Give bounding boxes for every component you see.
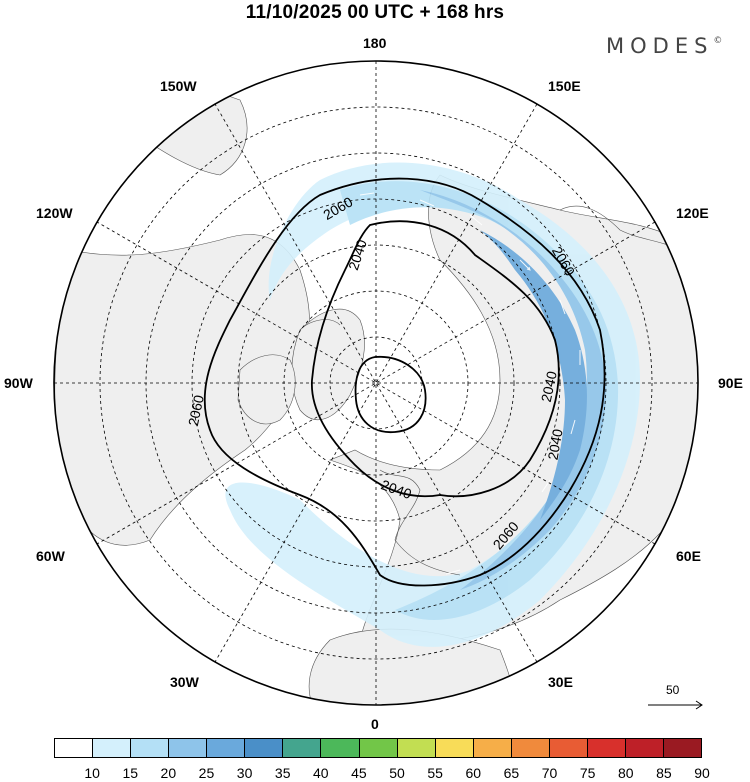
height-contours	[203, 177, 606, 587]
wind-arrow	[469, 214, 483, 226]
lon-label-90e: 90E	[718, 375, 743, 391]
colorbar-tick-label: 60	[465, 765, 482, 781]
wind-arrow	[419, 199, 435, 207]
brand-logo: MODES©	[606, 34, 722, 58]
colorbar-swatch	[549, 738, 588, 758]
colorbar-tick-label: 85	[656, 765, 672, 781]
contour-label: 2060	[185, 393, 207, 427]
lon-label-120w: 120W	[36, 205, 73, 221]
colorbar-tick-label: 15	[122, 765, 139, 781]
latitude-circle-30n	[99, 106, 653, 660]
lon-label-30w: 30W	[170, 674, 199, 690]
copyright-mark: ©	[713, 36, 723, 46]
colorbar-swatch	[283, 738, 322, 758]
shade-30	[480, 230, 587, 520]
wind-speed-shading	[225, 162, 640, 647]
colorbar-tick-label: 40	[313, 765, 329, 781]
colorbar-tick-label: 30	[236, 765, 253, 781]
colorbar-swatch	[511, 738, 550, 758]
contour-2040	[311, 220, 560, 498]
meridian-150e-30w	[214, 103, 538, 663]
colorbar-swatch	[359, 738, 398, 758]
contour-pole	[354, 356, 427, 433]
lon-label-60e: 60E	[676, 548, 701, 564]
colorbar-tick-label: 35	[274, 765, 291, 781]
colorbar-swatch	[321, 738, 360, 758]
colorbar-tick-label: 25	[198, 765, 215, 781]
coastline-asia	[559, 205, 681, 251]
latitude-circle-60n	[237, 244, 515, 522]
lon-label-30e: 30E	[548, 674, 573, 690]
lon-label-120e: 120E	[676, 205, 709, 221]
colorbar-tick-label: 10	[84, 765, 100, 781]
lon-label-90w: 90W	[4, 375, 33, 391]
colorbar	[54, 738, 703, 758]
colorbar-tick-label: 20	[160, 765, 177, 781]
lon-label-150w: 150W	[160, 78, 197, 94]
colorbar-swatch	[131, 738, 170, 758]
meridian-60e-120w	[96, 221, 656, 545]
wind-arrow	[519, 259, 531, 271]
colorbar-swatch	[207, 738, 246, 758]
colorbar-tick-label: 65	[503, 765, 520, 781]
colorbar-swatch	[397, 738, 436, 758]
colorbar-tick-label: 55	[427, 765, 443, 781]
colorbar-swatch	[54, 738, 94, 758]
meridian-30e-150w	[214, 103, 538, 663]
wind-arrow	[445, 569, 461, 575]
lon-label-180: 180	[363, 35, 387, 51]
lon-label-60w: 60W	[36, 548, 65, 564]
colorbar-swatch	[473, 738, 512, 758]
colorbar-swatch	[435, 738, 474, 758]
map-title: 11/10/2025 00 UTC + 168 hrs	[245, 2, 505, 23]
brand-name: MODES	[606, 34, 714, 58]
colorbar-tick-label: 80	[617, 765, 634, 781]
wind-reference-arrow	[648, 700, 703, 710]
contour-label: 2040	[545, 428, 566, 462]
lon-label-0: 0	[371, 716, 379, 732]
wind-arrow	[497, 539, 511, 551]
wind-arrow	[570, 419, 576, 435]
wind-arrow	[559, 299, 566, 315]
meridian-120e-60w	[96, 221, 656, 545]
colorbar-swatch	[664, 738, 703, 758]
colorbar-swatch	[245, 738, 284, 758]
colorbar-tick-label: 45	[351, 765, 367, 781]
contour-2060	[203, 177, 606, 587]
colorbar-swatch	[587, 738, 626, 758]
colorbar-swatch	[93, 738, 132, 758]
colorbar-swatch	[169, 738, 208, 758]
colorbar-tick-label: 50	[389, 765, 405, 781]
wind-arrow	[359, 192, 375, 196]
colorbar-tick-label: 90	[694, 765, 710, 781]
meridians	[54, 61, 698, 705]
colorbar-tick-label: 70	[541, 765, 558, 781]
lon-label-150e: 150E	[548, 78, 581, 94]
colorbar-tick-label: 75	[579, 765, 596, 781]
colorbar-swatch	[625, 738, 664, 758]
wind-arrow	[541, 479, 551, 493]
contour-label: 2040	[538, 370, 560, 404]
map-rim	[53, 60, 699, 706]
wind-arrows	[359, 192, 581, 575]
wind-reference-label: 50	[666, 683, 680, 697]
landmass-arctic-islands	[237, 354, 296, 425]
